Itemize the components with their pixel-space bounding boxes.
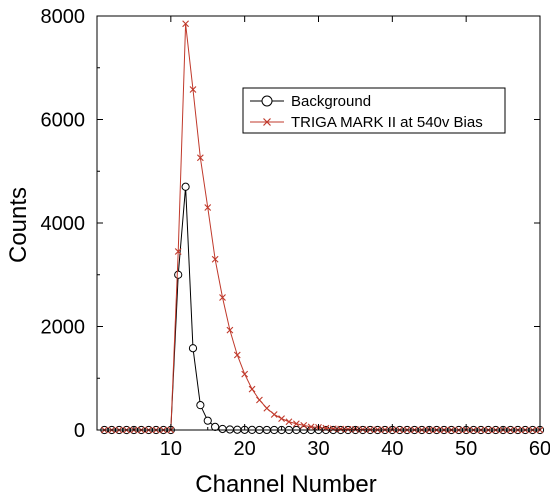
legend-label-background: Background <box>291 93 371 110</box>
data-point <box>263 404 271 412</box>
y-tick-label: 0 <box>74 420 85 442</box>
data-point <box>233 351 241 359</box>
axes: 0 2000 4000 6000 8000 10 20 30 40 50 60 <box>41 6 550 460</box>
y-axis-label: Counts <box>5 187 32 263</box>
data-point <box>344 425 352 433</box>
legend-marker-triga <box>263 118 271 126</box>
series-line <box>104 23 540 431</box>
data-point <box>292 420 300 428</box>
data-point <box>329 425 337 433</box>
x-tick-label: 20 <box>234 438 256 460</box>
data-point <box>285 418 293 426</box>
legend: Background TRIGA MARK II at 540v Bias <box>242 87 506 134</box>
y-tick-label: 2000 <box>41 317 86 339</box>
plot-area <box>100 20 545 435</box>
data-point <box>204 204 212 211</box>
data-point <box>270 411 278 418</box>
x-tick-label: 50 <box>455 438 477 460</box>
y-tick-label: 4000 <box>41 213 86 235</box>
series-triga <box>100 20 544 434</box>
data-point <box>218 424 227 434</box>
data-point <box>181 182 190 191</box>
series-line <box>104 186 540 431</box>
series-background <box>100 182 545 435</box>
data-point <box>182 20 189 28</box>
data-point <box>241 370 249 378</box>
data-point <box>307 423 315 431</box>
data-point <box>211 422 220 431</box>
y-tick-label: 6000 <box>41 110 86 132</box>
legend-label-triga: TRIGA MARK II at 540v Bias <box>291 114 483 131</box>
x-axis-label: Channel Number <box>195 471 376 498</box>
data-point <box>248 385 256 393</box>
data-point <box>196 401 205 410</box>
data-point <box>174 248 182 255</box>
data-point <box>256 396 263 404</box>
data-point <box>337 425 345 433</box>
data-point <box>211 255 219 263</box>
data-point <box>189 86 197 93</box>
y-tick-label: 8000 <box>41 6 86 28</box>
data-point <box>225 425 234 434</box>
legend-marker-background <box>261 95 273 107</box>
data-point <box>300 421 308 429</box>
data-point <box>359 426 367 433</box>
x-tick-label: 40 <box>381 438 403 460</box>
x-tick-label: 10 <box>160 438 182 460</box>
data-point <box>278 415 285 423</box>
legend-box <box>242 87 506 134</box>
plot-frame <box>96 15 541 431</box>
x-tick-label: 30 <box>307 438 329 460</box>
x-tick-label: 60 <box>529 438 550 460</box>
data-point <box>188 344 198 353</box>
data-point <box>203 416 212 425</box>
data-point <box>219 294 226 301</box>
data-point <box>196 154 204 162</box>
data-point <box>174 270 183 279</box>
data-point <box>226 326 234 334</box>
